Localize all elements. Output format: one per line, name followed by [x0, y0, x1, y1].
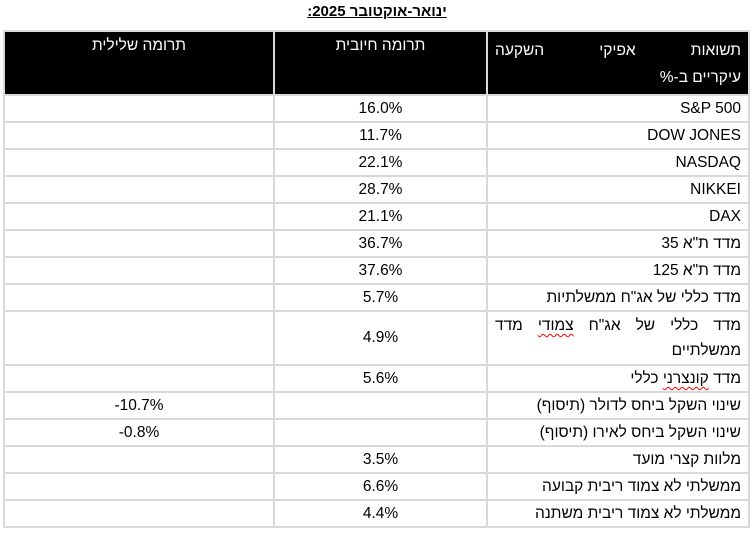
- cell-negative: -0.8%: [3, 418, 275, 447]
- table-row: מדד כללי של אג"ח צמודי מדד ממשלתיים 4.9%: [3, 310, 750, 366]
- cell-positive: [273, 391, 488, 420]
- page-title-text: ינואר-אוקטובר 2025:: [307, 3, 447, 20]
- cell-positive: 21.1%: [273, 202, 488, 231]
- cell-label: S&P 500: [486, 94, 750, 123]
- cell-positive: 4.4%: [273, 499, 488, 528]
- table-row: מדד קונצרני כללי 5.6%: [3, 364, 750, 393]
- cell-negative: [3, 472, 275, 501]
- header-cell-negative-contribution: תרומה שלילית: [3, 30, 275, 96]
- cell-label: מדד ת"א 125: [486, 256, 750, 285]
- cell-label: ממשלתי לא צמוד ריבית משתנה: [486, 499, 750, 528]
- cell-label: שינוי השקל ביחס לדולר (תיסוף): [486, 391, 750, 420]
- cell-label: NIKKEI: [486, 175, 750, 204]
- header-cell-positive-contribution: תרומה חיובית: [273, 30, 488, 96]
- cell-positive: 5.6%: [273, 364, 488, 393]
- label-segment: מדד כללי של אג"ח: [588, 317, 742, 334]
- cell-negative: [3, 94, 275, 123]
- cell-negative: [3, 445, 275, 474]
- cell-negative: [3, 283, 275, 312]
- cell-label: מלוות קצרי מועד: [486, 445, 750, 474]
- cell-label: מדד ת"א 35: [486, 229, 750, 258]
- table-row: ממשלתי לא צמוד ריבית קבועה 6.6%: [3, 472, 750, 501]
- cell-positive: 6.6%: [273, 472, 488, 501]
- table-row: S&P 500 16.0%: [3, 94, 750, 123]
- cell-positive: 4.9%: [273, 310, 488, 366]
- table-row: שינוי השקל ביחס לאירו (תיסוף) -0.8%: [3, 418, 750, 447]
- cell-positive: 5.7%: [273, 283, 488, 312]
- cell-label: שינוי השקל ביחס לאירו (תיסוף): [486, 418, 750, 447]
- header-row: תשואות אפיקי השקעה עיקריים ב-% תרומה חיו…: [3, 30, 750, 96]
- cell-label: מדד כללי של אג"ח צמודי מדד ממשלתיים: [486, 310, 750, 366]
- cell-label: NASDAQ: [486, 148, 750, 177]
- table-row: NASDAQ 22.1%: [3, 148, 750, 177]
- label-line1: מדד כללי של אג"ח צמודי מדד: [495, 313, 741, 338]
- cell-label: DOW JONES: [486, 121, 750, 150]
- cell-negative: [3, 310, 275, 366]
- label-segment: מדד: [713, 370, 741, 387]
- cell-label: מדד קונצרני כללי: [486, 364, 750, 393]
- label-line2: ממשלתיים: [671, 342, 741, 359]
- cell-positive: 28.7%: [273, 175, 488, 204]
- cell-negative: [3, 256, 275, 285]
- returns-table: תשואות אפיקי השקעה עיקריים ב-% תרומה חיו…: [3, 30, 750, 528]
- header-cell-investment-channels: תשואות אפיקי השקעה עיקריים ב-%: [486, 30, 750, 96]
- cell-positive: 22.1%: [273, 148, 488, 177]
- cell-positive: [273, 418, 488, 447]
- cell-positive: 3.5%: [273, 445, 488, 474]
- table-row: ממשלתי לא צמוד ריבית משתנה 4.4%: [3, 499, 750, 528]
- cell-label: DAX: [486, 202, 750, 231]
- cell-negative: [3, 202, 275, 231]
- cell-negative: [3, 121, 275, 150]
- table-row: מדד ת"א 125 37.6%: [3, 256, 750, 285]
- label-segment: כללי: [630, 370, 659, 387]
- cell-positive: 16.0%: [273, 94, 488, 123]
- table-row: DAX 21.1%: [3, 202, 750, 231]
- header-investment-line1: תשואות אפיקי השקעה: [495, 42, 741, 59]
- cell-negative: [3, 364, 275, 393]
- cell-negative: -10.7%: [3, 391, 275, 420]
- misspelled-word: צמודי: [537, 317, 574, 334]
- cell-positive: 11.7%: [273, 121, 488, 150]
- page-title: ינואר-אוקטובר 2025:: [0, 0, 754, 21]
- table-row: DOW JONES 11.7%: [3, 121, 750, 150]
- cell-label: ממשלתי לא צמוד ריבית קבועה: [486, 472, 750, 501]
- table-row: מדד כללי של אג"ח ממשלתיות 5.7%: [3, 283, 750, 312]
- cell-negative: [3, 229, 275, 258]
- cell-negative: [3, 499, 275, 528]
- cell-positive: 36.7%: [273, 229, 488, 258]
- cell-positive: 37.6%: [273, 256, 488, 285]
- label-segment: מדד: [495, 317, 523, 334]
- table-row: מלוות קצרי מועד 3.5%: [3, 445, 750, 474]
- cell-negative: [3, 175, 275, 204]
- table-row: NIKKEI 28.7%: [3, 175, 750, 204]
- misspelled-word: קונצרני: [662, 370, 709, 387]
- header-investment-line2: עיקריים ב-%: [659, 69, 741, 86]
- table-row: מדד ת"א 35 36.7%: [3, 229, 750, 258]
- table-row: שינוי השקל ביחס לדולר (תיסוף) -10.7%: [3, 391, 750, 420]
- cell-label: מדד כללי של אג"ח ממשלתיות: [486, 283, 750, 312]
- cell-negative: [3, 148, 275, 177]
